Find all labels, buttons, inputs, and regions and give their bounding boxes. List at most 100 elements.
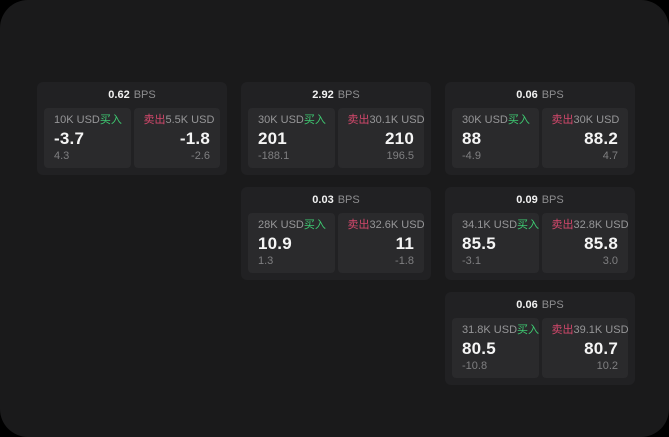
buy-delta: -3.1 (462, 255, 481, 267)
sell-tile-header: 卖出 32.8K USD (551, 219, 629, 231)
bps-spread-value: 0.06 (516, 298, 538, 311)
buy-price: 10.9 (258, 234, 292, 253)
sell-side-label: 卖出 (551, 219, 574, 231)
buy-quote-tile[interactable]: 31.8K USD 买入 80.5 -10.8 (452, 318, 539, 378)
bps-spread-value: 0.09 (516, 193, 538, 206)
buy-delta: -4.9 (462, 150, 481, 162)
card-header: 0.06 BPS (452, 82, 628, 108)
sell-side-label: 卖出 (143, 114, 166, 126)
sell-tile-header: 卖出 39.1K USD (551, 324, 629, 336)
quote-card: 0.06 BPS 31.8K USD 买入 80.5 -10.8 卖出 39.1… (445, 292, 635, 385)
buy-quote-tile[interactable]: 28K USD 买入 10.9 1.3 (248, 213, 335, 273)
quote-card: 0.06 BPS 30K USD 买入 88 -4.9 卖出 30K USD 8… (445, 82, 635, 175)
bps-spread-value: 2.92 (312, 88, 334, 101)
buy-price: 201 (258, 129, 287, 148)
sell-quote-tile[interactable]: 卖出 32.8K USD 85.8 3.0 (541, 213, 629, 273)
buy-tile-header: 28K USD 买入 (258, 219, 326, 231)
buy-delta: 1.3 (258, 255, 274, 267)
card-body: 30K USD 买入 201 -188.1 卖出 30.1K USD 210 1… (248, 108, 425, 168)
sell-delta: 3.0 (602, 255, 618, 267)
sell-amount: 5.5K USD (165, 114, 215, 126)
card-header: 0.03 BPS (248, 187, 424, 213)
bps-spread-value: 0.62 (108, 88, 130, 101)
sell-price: 80.7 (584, 339, 618, 358)
sell-tile-header: 卖出 30.1K USD (347, 114, 425, 126)
sell-price: -1.8 (179, 129, 210, 148)
sell-delta: -2.6 (191, 150, 210, 162)
quote-card: 2.92 BPS 30K USD 买入 201 -188.1 卖出 30.1K … (241, 82, 431, 175)
bps-unit-label: BPS (541, 88, 564, 101)
buy-delta: -188.1 (258, 150, 290, 162)
card-body: 34.1K USD 买入 85.5 -3.1 卖出 32.8K USD 85.8… (452, 213, 629, 273)
buy-price: 88 (462, 129, 482, 148)
sell-quote-tile[interactable]: 卖出 30.1K USD 210 196.5 (337, 108, 425, 168)
buy-price: -3.7 (54, 129, 85, 148)
bps-unit-label: BPS (337, 88, 360, 101)
bps-unit-label: BPS (133, 88, 156, 101)
buy-side-label: 买入 (303, 219, 326, 231)
buy-tile-header: 30K USD 买入 (258, 114, 326, 126)
sell-amount: 32.6K USD (369, 219, 425, 231)
buy-amount: 30K USD (462, 114, 508, 126)
sell-delta: -1.8 (395, 255, 414, 267)
sell-price: 88.2 (584, 129, 618, 148)
buy-quote-tile[interactable]: 34.1K USD 买入 85.5 -3.1 (452, 213, 539, 273)
sell-quote-tile[interactable]: 卖出 39.1K USD 80.7 10.2 (541, 318, 629, 378)
buy-quote-tile[interactable]: 30K USD 买入 88 -4.9 (452, 108, 539, 168)
sell-price: 11 (395, 234, 414, 253)
bps-unit-label: BPS (541, 298, 564, 311)
card-body: 28K USD 买入 10.9 1.3 卖出 32.6K USD 11 -1.8 (248, 213, 425, 273)
buy-side-label: 买入 (303, 114, 326, 126)
sell-price: 210 (385, 129, 414, 148)
card-body: 30K USD 买入 88 -4.9 卖出 30K USD 88.2 4.7 (452, 108, 628, 168)
sell-price: 85.8 (584, 234, 618, 253)
sell-amount: 39.1K USD (573, 324, 629, 336)
sell-amount: 30.1K USD (369, 114, 425, 126)
sell-tile-header: 卖出 32.6K USD (347, 219, 425, 231)
buy-delta: -10.8 (462, 360, 488, 372)
buy-amount: 28K USD (258, 219, 304, 231)
sell-tile-header: 卖出 30K USD (551, 114, 620, 126)
sell-side-label: 卖出 (347, 114, 370, 126)
quote-card: 0.62 BPS 10K USD 买入 -3.7 4.3 卖出 5.5K USD… (37, 82, 227, 175)
buy-side-label: 买入 (507, 114, 530, 126)
sell-quote-tile[interactable]: 卖出 5.5K USD -1.8 -2.6 (133, 108, 220, 168)
card-header: 0.09 BPS (452, 187, 628, 213)
buy-amount: 30K USD (258, 114, 304, 126)
card-header: 0.06 BPS (452, 292, 628, 318)
quote-card: 0.03 BPS 28K USD 买入 10.9 1.3 卖出 32.6K US… (241, 187, 431, 280)
sell-side-label: 卖出 (551, 324, 574, 336)
buy-price: 80.5 (462, 339, 496, 358)
card-header: 2.92 BPS (248, 82, 424, 108)
quote-card: 0.09 BPS 34.1K USD 买入 85.5 -3.1 卖出 32.8K… (445, 187, 635, 280)
sell-side-label: 卖出 (347, 219, 370, 231)
buy-price: 85.5 (462, 234, 496, 253)
card-header: 0.62 BPS (44, 82, 220, 108)
buy-tile-header: 34.1K USD 买入 (462, 220, 539, 231)
buy-quote-tile[interactable]: 10K USD 买入 -3.7 4.3 (44, 108, 131, 168)
card-body: 31.8K USD 买入 80.5 -10.8 卖出 39.1K USD 80.… (452, 318, 629, 378)
buy-quote-tile[interactable]: 30K USD 买入 201 -188.1 (248, 108, 335, 168)
sell-delta: 4.7 (602, 150, 618, 162)
buy-amount: 10K USD (54, 114, 100, 126)
sell-delta: 10.2 (596, 360, 618, 372)
sell-tile-header: 卖出 5.5K USD (143, 114, 215, 126)
card-body: 10K USD 买入 -3.7 4.3 卖出 5.5K USD -1.8 -2.… (44, 108, 220, 168)
buy-side-label: 买入 (99, 114, 122, 126)
sell-amount: 30K USD (573, 114, 620, 126)
sell-side-label: 卖出 (551, 114, 574, 126)
sell-quote-tile[interactable]: 卖出 32.6K USD 11 -1.8 (337, 213, 425, 273)
sell-amount: 32.8K USD (573, 219, 629, 231)
buy-side-label: 买入 (517, 219, 540, 231)
bps-unit-label: BPS (541, 193, 564, 206)
buy-tile-header: 30K USD 买入 (462, 114, 530, 126)
buy-delta: 4.3 (54, 150, 70, 162)
bps-spread-value: 0.06 (516, 88, 538, 101)
buy-tile-header: 31.8K USD 买入 (462, 324, 539, 336)
sell-quote-tile[interactable]: 卖出 30K USD 88.2 4.7 (541, 108, 628, 168)
bps-unit-label: BPS (337, 193, 360, 206)
buy-tile-header: 10K USD 买入 (54, 114, 122, 126)
buy-amount: 31.8K USD (462, 324, 518, 336)
